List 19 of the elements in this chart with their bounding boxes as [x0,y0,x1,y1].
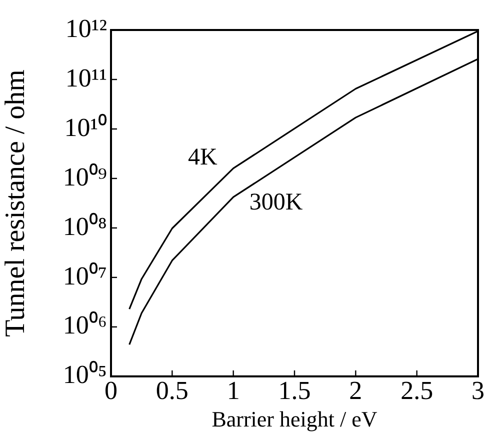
y-tick-label: 10⁰⁸ [62,212,107,241]
series-label: 300K [249,189,304,216]
y-axis-title: Tunnel resistance / ohm [0,69,32,337]
y-tick-label: 10⁰⁵ [62,360,107,390]
series-label: 4K [188,144,218,171]
y-tick-label: 10¹¹ [65,63,107,92]
x-tick-label: 1.5 [278,376,311,405]
x-tick-label: 2 [349,376,362,405]
x-axis-title: Barrier height / eV [212,406,378,432]
y-tick-label: 10⁰⁹ [62,162,107,192]
y-tick-label: 10⁰⁶ [62,310,107,340]
x-tick-label: 0 [104,376,118,405]
x-tick-label: 3 [472,376,484,405]
x-tick-label: 1 [226,376,240,405]
x-tick-label: 2.5 [400,376,434,405]
x-tick-label: 0.5 [156,376,188,405]
y-tick-label: 10¹² [65,14,108,43]
y-tick-label: 10⁰⁷ [62,261,107,290]
y-tick-label: 10¹⁰ [64,112,107,142]
